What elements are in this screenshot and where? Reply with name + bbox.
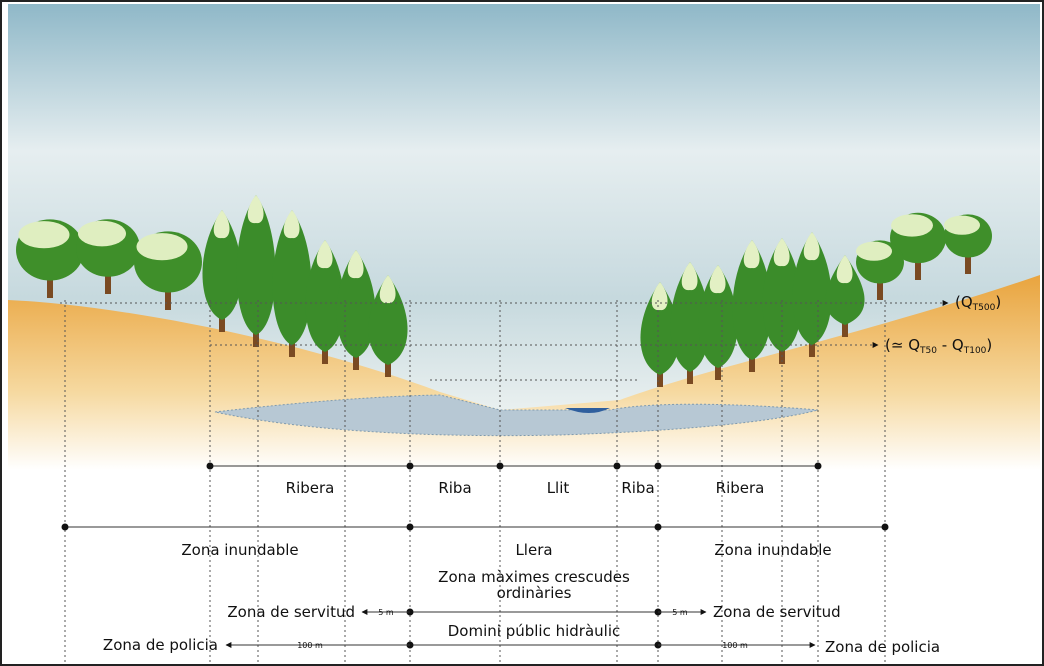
label: Zona inundable	[181, 541, 298, 559]
label: Zona inundable	[714, 541, 831, 559]
canopy-light	[78, 221, 126, 247]
label-part: (Q	[955, 293, 973, 311]
diagram: (QT500) (≃ QT50 - QT100) Ribera Riba Llit Rib…	[0, 0, 1044, 666]
label: Llit	[547, 479, 570, 497]
row-dot	[655, 463, 662, 470]
row-dot	[497, 463, 504, 470]
canopy-light	[944, 216, 980, 235]
label: Llera	[515, 541, 552, 559]
label: Zona de servitud	[227, 603, 355, 621]
row-dot	[882, 524, 889, 531]
label-part: (≃ Q	[885, 336, 920, 354]
row-dot	[62, 524, 69, 531]
canopy-light	[856, 242, 892, 261]
label: Zona de policia	[825, 638, 940, 656]
label-part: )	[995, 293, 1001, 311]
label-part: )	[986, 336, 992, 354]
subscript: T500	[972, 303, 996, 313]
row-dot	[655, 524, 662, 531]
label: Zona de servitud	[713, 603, 841, 621]
label: Ribera	[716, 479, 765, 497]
canopy-light	[137, 233, 188, 260]
label: Zona de policia	[103, 636, 218, 654]
row-dot	[207, 463, 214, 470]
canopy-light	[19, 221, 70, 248]
row-dot	[407, 463, 414, 470]
label: Riba	[438, 479, 471, 497]
subscript: T100	[963, 346, 987, 356]
label: 5 m	[672, 608, 688, 617]
label: ordinàries	[497, 584, 572, 602]
row-dot	[614, 463, 621, 470]
row-dot	[407, 524, 414, 531]
label-part: - Q	[937, 336, 964, 354]
label: Riba	[621, 479, 654, 497]
label: Domini públic hidràulic	[448, 622, 621, 640]
label: 100 m	[297, 641, 323, 650]
label: 100 m	[722, 641, 748, 650]
subscript: T50	[919, 346, 937, 356]
label: Ribera	[286, 479, 335, 497]
label: 5 m	[378, 608, 394, 617]
row-dot	[815, 463, 822, 470]
canopy-light	[891, 214, 933, 236]
